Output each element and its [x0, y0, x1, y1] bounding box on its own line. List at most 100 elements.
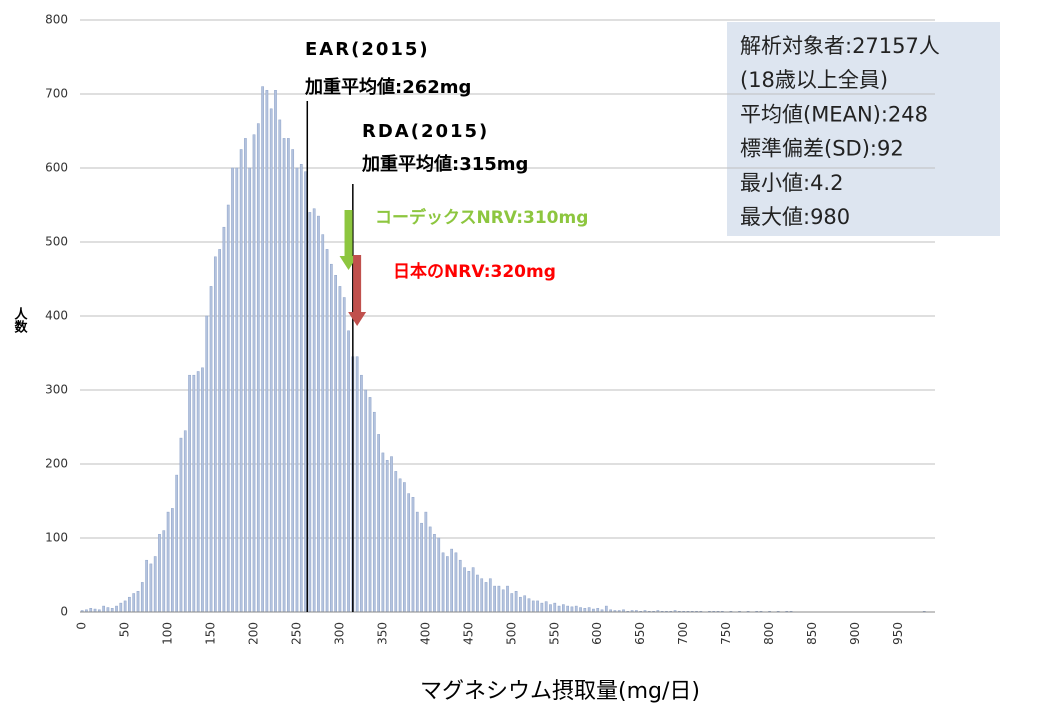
bar [488, 578, 492, 613]
y-tick-label: 300 [45, 383, 68, 397]
bar [604, 605, 608, 613]
x-tick-label: 650 [633, 622, 647, 645]
bar [287, 138, 290, 613]
bar [89, 608, 93, 613]
bar [415, 511, 419, 613]
bar [347, 330, 350, 613]
reference-name: EAR(2015) [305, 39, 430, 60]
bar [153, 556, 157, 613]
bar [213, 256, 217, 613]
reference-label: 加重平均値:315mg [361, 153, 528, 175]
bar [123, 600, 127, 613]
bar [381, 452, 385, 613]
reference-label: 加重平均値:262mg [304, 76, 471, 98]
bar [256, 123, 260, 613]
bar [149, 563, 153, 613]
bar [244, 138, 247, 613]
bar [179, 437, 183, 613]
x-tick-label: 400 [418, 622, 432, 645]
bar [321, 234, 325, 613]
x-tick-label: 900 [848, 622, 862, 645]
bar [553, 602, 557, 613]
x-tick-label: 550 [547, 622, 561, 645]
x-tick-label: 800 [762, 622, 776, 645]
bar [428, 526, 432, 613]
bar [519, 596, 522, 613]
y-tick-label: 700 [45, 87, 68, 101]
y-tick-label: 600 [45, 161, 68, 175]
bar [265, 90, 269, 613]
y-tick-label: 500 [45, 235, 68, 249]
arrow [339, 210, 358, 270]
y-tick-label: 100 [45, 531, 68, 545]
bar [342, 297, 346, 613]
x-tick-label: 300 [332, 622, 346, 645]
bar [115, 605, 118, 613]
x-tick-label: 250 [289, 622, 303, 645]
x-tick-label: 850 [805, 622, 819, 645]
bar [226, 204, 230, 613]
bar [368, 397, 372, 613]
bar [132, 593, 136, 613]
bar [497, 585, 501, 613]
bar [136, 591, 140, 613]
bar [398, 478, 402, 613]
x-tick-label: 700 [676, 622, 690, 645]
bar [201, 367, 204, 613]
arrow-label: 日本のNRV:320mg [393, 261, 556, 282]
bar [579, 607, 582, 613]
info-line: 解析対象者:27157人 [740, 34, 940, 58]
y-axis-label: 人数 [12, 306, 28, 334]
x-tick-label: 100 [161, 622, 175, 645]
bar [471, 567, 475, 613]
y-tick-label: 0 [60, 605, 68, 619]
bar [566, 605, 570, 613]
bar [514, 591, 518, 613]
bar [596, 608, 600, 613]
y-tick-label: 800 [45, 13, 68, 27]
bar [463, 567, 466, 613]
bar [536, 600, 539, 613]
x-tick-label: 150 [204, 622, 218, 645]
bar [540, 602, 544, 613]
arrow-label: コーデックスNRV:310mg [375, 207, 588, 228]
bar [162, 530, 166, 613]
x-tick-label: 500 [504, 622, 518, 645]
bar [252, 134, 256, 613]
bar [222, 226, 226, 613]
arrow [348, 255, 367, 326]
bar [407, 493, 411, 613]
bar [119, 602, 123, 613]
bar [523, 595, 527, 613]
bar [183, 430, 187, 613]
bar [411, 497, 415, 613]
bar [433, 534, 436, 613]
bar [377, 434, 380, 613]
x-tick-label: 450 [461, 622, 475, 645]
bar [360, 374, 363, 613]
reference-name: RDA(2015) [362, 121, 489, 142]
bar [102, 605, 105, 613]
y-tick-label: 400 [45, 309, 68, 323]
bar [476, 574, 479, 613]
bar [299, 164, 303, 613]
bar [218, 249, 221, 613]
bar [261, 86, 264, 613]
bar [295, 167, 299, 613]
bar [527, 598, 531, 613]
bar [278, 119, 282, 613]
bar [231, 167, 234, 613]
bar [544, 601, 548, 613]
bar [196, 371, 200, 613]
bar [458, 559, 462, 613]
info-box [727, 22, 1000, 236]
bar [506, 585, 509, 613]
bar [403, 482, 406, 613]
bar [480, 578, 484, 613]
info-line: (18歳以上全員) [740, 68, 888, 92]
bar [574, 605, 578, 613]
bar [106, 607, 110, 613]
bar [291, 149, 295, 613]
x-tick-label: 350 [375, 622, 389, 645]
